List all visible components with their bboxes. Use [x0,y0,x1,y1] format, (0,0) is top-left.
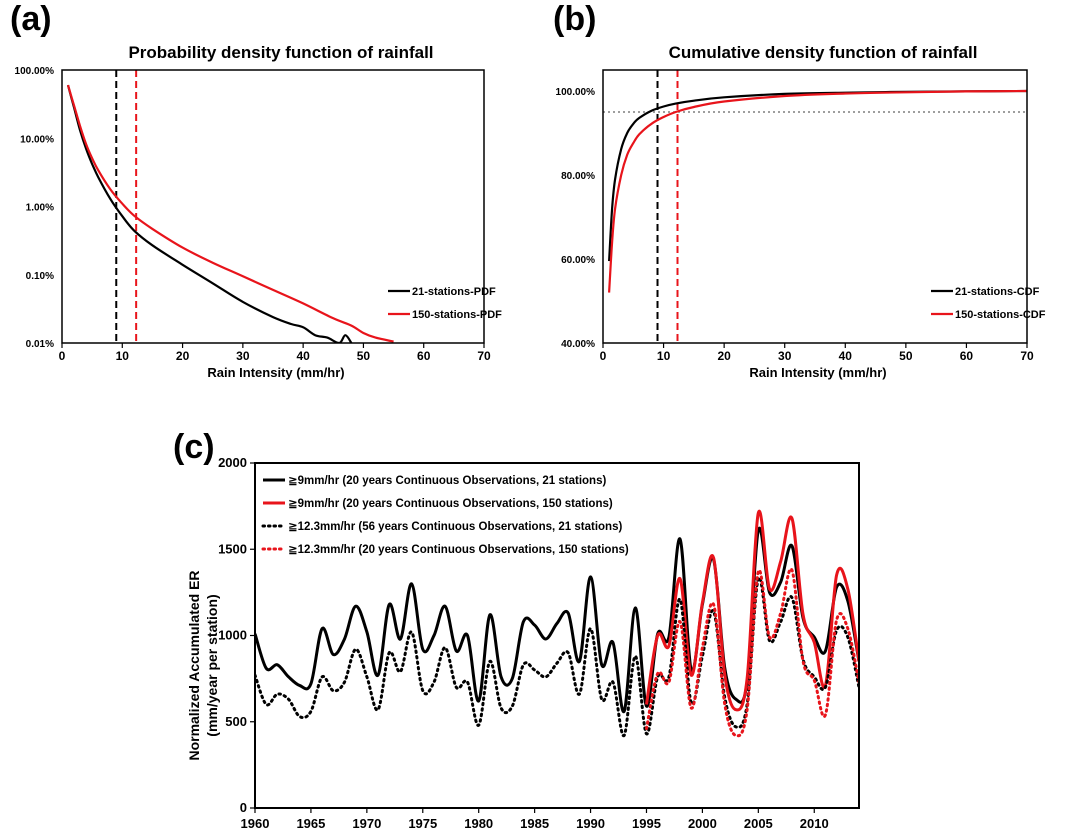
x-tick-label: 0 [600,349,607,363]
chart-c: 0 500 1000 1500 2000 1960 1965 1970 1975 1980 1985… [186,455,860,831]
y-tick-label: 1.00% [26,203,54,214]
plot-frame-a [61,69,485,344]
x-tick-label: 20 [717,349,731,363]
chart-a: Probability density function of rainfall… [15,43,503,380]
legend-label: 150-stations-CDF [955,309,1046,321]
panel-letter-c: (c) [173,428,215,466]
legend-label: ≧9mm/hr (20 years Continuous Observation… [288,475,606,487]
x-tick-label: 10 [657,349,671,363]
y-tick-label: 1500 [218,541,247,556]
x-tick-label: 1970 [352,816,381,831]
x-axis-label-b: Rain Intensity (mm/hr) [749,365,886,380]
legend-label: 21-stations-PDF [412,286,496,298]
legend-label: ≧12.3mm/hr (56 years Continuous Observat… [288,521,622,533]
x-tick-label: 20 [176,349,190,363]
legend-b: 21-stations-CDF 150-stations-CDF [931,286,1046,321]
series-line-a-1 [66,84,394,343]
x-tick-label: 0 [59,349,66,363]
x-tick-label: 50 [899,349,913,363]
y-tick-label: 0.10% [26,271,54,282]
series-line-c-1 [645,509,859,712]
legend-label: 21-stations-CDF [955,286,1040,298]
panel-letter-b: (b) [553,0,597,38]
y-tick-label: 60.00% [561,255,595,266]
x-tick-label: 1995 [632,816,661,831]
x-tick-label: 1965 [296,816,325,831]
y-tick-label: 10.00% [20,134,54,145]
legend-c: ≧9mm/hr (20 years Continuous Observation… [261,475,629,556]
x-tick-label: 10 [116,349,130,363]
y-tick-label: 0.01% [26,339,54,350]
x-tick-label: 2005 [744,816,773,831]
y-tick-label: 500 [225,714,247,729]
x-tick-label: 70 [477,349,491,363]
chart-title-a: Probability density function of rainfall [128,43,433,62]
y-tick-label: 40.00% [561,339,595,350]
legend-label: ≧9mm/hr (20 years Continuous Observation… [288,498,613,510]
series-line-c-2 [255,576,859,738]
x-tick-label: 30 [236,349,250,363]
x-axis-label-a: Rain Intensity (mm/hr) [207,365,344,380]
y-axis-label: Normalized Accumulated ER [186,570,202,760]
x-tick-label: 60 [960,349,974,363]
x-tick-label: 50 [357,349,371,363]
y-tick-label: 1000 [218,628,247,643]
y-tick-label: 100.00% [556,87,596,98]
plot-frame-b [602,69,1028,344]
y-axis-label-2: (mm/year per station) [204,594,220,736]
chart-title-b: Cumulative density function of rainfall [669,43,978,62]
y-tick-label: 100.00% [15,66,55,77]
x-tick-label: 1980 [464,816,493,831]
x-tick-label: 70 [1020,349,1034,363]
plot-frame-c [254,462,860,809]
x-tick-label: 2000 [688,816,717,831]
legend-label: 150-stations-PDF [412,309,502,321]
legend-label: ≧12.3mm/hr (20 years Continuous Observat… [288,544,629,556]
chart-b: Cumulative density function of rainfall 4… [556,43,1046,380]
y-tick-label: 2000 [218,455,247,470]
y-tick-label: 80.00% [561,171,595,182]
x-tick-label: 30 [778,349,792,363]
panel-letter-a: (a) [10,0,52,38]
x-tick-label: 40 [839,349,853,363]
x-tick-label: 60 [417,349,431,363]
x-tick-label: 1985 [520,816,549,831]
x-tick-label: 1960 [241,816,270,831]
series-line-b-0 [608,89,1027,262]
series-line-b-1 [608,89,1027,293]
x-tick-label: 2010 [800,816,829,831]
legend-a: 21-stations-PDF 150-stations-PDF [388,286,502,321]
x-tick-label: 1975 [408,816,437,831]
y-tick-label: 0 [240,800,247,815]
series-line-a-0 [66,84,353,343]
x-tick-label: 1990 [576,816,605,831]
series-line-c-3 [645,567,859,738]
x-tick-label: 40 [296,349,310,363]
